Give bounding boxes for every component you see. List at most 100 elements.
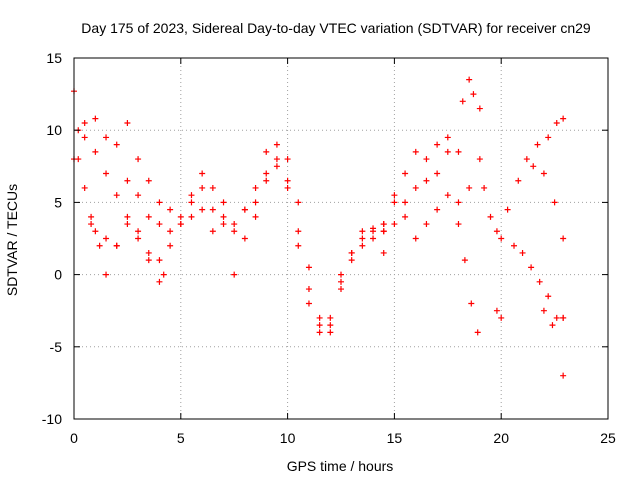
data-point bbox=[199, 184, 206, 191]
data-point bbox=[540, 170, 547, 177]
series-track-b bbox=[71, 134, 387, 336]
data-point bbox=[160, 271, 167, 278]
data-point bbox=[252, 199, 259, 206]
data-point bbox=[113, 141, 120, 148]
data-point bbox=[455, 221, 462, 228]
data-point bbox=[470, 91, 477, 98]
data-point bbox=[474, 329, 481, 336]
data-point bbox=[305, 264, 312, 271]
chart-title: Day 175 of 2023, Sidereal Day-to-day VTE… bbox=[81, 20, 591, 36]
data-point bbox=[177, 213, 184, 220]
data-point bbox=[523, 156, 530, 163]
data-point bbox=[96, 242, 103, 249]
data-point bbox=[444, 192, 451, 199]
data-point bbox=[412, 235, 419, 242]
data-point bbox=[327, 314, 334, 321]
data-point bbox=[220, 221, 227, 228]
data-point bbox=[423, 177, 430, 184]
data-point bbox=[551, 199, 558, 206]
data-point bbox=[534, 141, 541, 148]
x-tick-label: 0 bbox=[70, 430, 78, 446]
data-point bbox=[135, 228, 142, 235]
data-point bbox=[412, 148, 419, 155]
data-point bbox=[370, 235, 377, 242]
data-point bbox=[167, 206, 174, 213]
y-tick-label: 15 bbox=[46, 50, 62, 66]
data-point bbox=[145, 213, 152, 220]
data-point bbox=[380, 221, 387, 228]
data-point bbox=[540, 307, 547, 314]
data-point bbox=[338, 286, 344, 293]
data-point bbox=[515, 177, 522, 184]
data-point bbox=[549, 322, 556, 329]
data-point bbox=[103, 235, 110, 242]
data-point bbox=[338, 271, 344, 278]
data-point bbox=[75, 156, 82, 163]
data-point bbox=[241, 206, 248, 213]
x-tick-label: 15 bbox=[387, 430, 403, 446]
data-point bbox=[412, 184, 419, 191]
y-tick-label: 0 bbox=[54, 267, 62, 283]
data-point bbox=[423, 221, 430, 228]
y-tick-label: 10 bbox=[46, 122, 62, 138]
data-point bbox=[92, 228, 99, 235]
data-point bbox=[553, 119, 560, 126]
x-tick-label: 5 bbox=[177, 430, 185, 446]
data-point bbox=[145, 177, 152, 184]
data-point bbox=[402, 170, 409, 177]
y-tick-label: -10 bbox=[42, 411, 62, 427]
data-point bbox=[188, 199, 195, 206]
data-point bbox=[359, 242, 366, 249]
y-axis-label: SDTVAR / TECUs bbox=[4, 184, 20, 296]
data-point bbox=[519, 249, 526, 256]
data-point bbox=[220, 199, 227, 206]
data-point bbox=[545, 134, 552, 141]
data-point bbox=[466, 76, 473, 83]
series-track-k bbox=[493, 228, 505, 242]
data-point bbox=[528, 264, 535, 271]
data-point bbox=[434, 170, 441, 177]
data-point bbox=[476, 156, 483, 163]
series-track-o bbox=[530, 163, 567, 242]
data-point bbox=[273, 141, 280, 148]
series-track-j bbox=[461, 257, 481, 336]
data-point bbox=[493, 307, 500, 314]
data-point bbox=[273, 163, 280, 170]
data-point bbox=[444, 148, 451, 155]
data-point bbox=[305, 286, 312, 293]
data-point bbox=[459, 98, 466, 105]
data-point bbox=[434, 141, 441, 148]
series-track-l bbox=[493, 307, 505, 321]
data-point bbox=[263, 148, 270, 155]
data-point bbox=[209, 228, 216, 235]
data-point bbox=[231, 228, 238, 235]
data-point bbox=[284, 184, 291, 191]
data-point bbox=[295, 228, 302, 235]
data-point bbox=[348, 249, 355, 256]
data-point bbox=[209, 184, 216, 191]
data-point bbox=[156, 257, 163, 264]
data-point bbox=[468, 300, 475, 307]
series-track-p bbox=[540, 307, 567, 329]
data-point bbox=[188, 213, 195, 220]
data-point bbox=[135, 235, 142, 242]
data-point bbox=[316, 322, 323, 329]
data-point bbox=[391, 192, 398, 199]
data-point bbox=[498, 235, 505, 242]
data-point bbox=[135, 192, 142, 199]
data-point bbox=[156, 278, 163, 285]
data-point bbox=[124, 177, 131, 184]
data-point bbox=[231, 271, 238, 278]
grid-lines bbox=[74, 58, 608, 419]
data-point bbox=[455, 148, 462, 155]
data-point bbox=[177, 221, 184, 228]
data-point bbox=[284, 177, 291, 184]
data-point bbox=[481, 184, 488, 191]
data-point bbox=[88, 213, 95, 220]
data-point bbox=[511, 242, 518, 249]
data-point bbox=[263, 177, 270, 184]
data-point bbox=[560, 314, 567, 321]
data-point bbox=[145, 249, 152, 256]
y-axis: -10 -5 0 5 10 15 bbox=[42, 50, 608, 427]
